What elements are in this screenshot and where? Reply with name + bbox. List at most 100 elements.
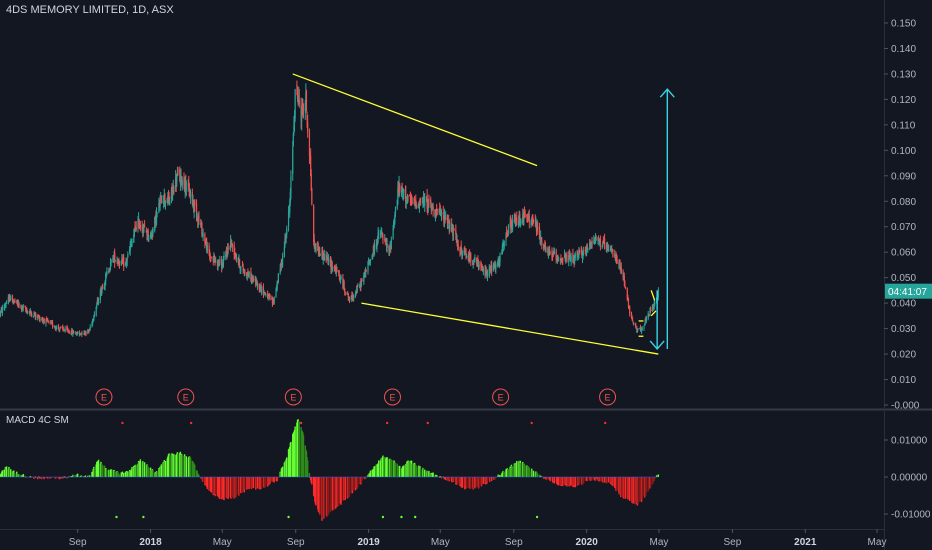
candle-body [476, 260, 478, 267]
macd-bar [373, 466, 376, 477]
candle-body [497, 261, 499, 266]
candle-body [653, 303, 655, 309]
candle-body [536, 224, 538, 229]
macd-bar [76, 473, 79, 477]
arrow-up-head-icon[interactable] [659, 88, 675, 98]
candle-body [338, 274, 340, 276]
candle-body [537, 227, 539, 229]
candle-body [453, 228, 455, 230]
candle-body [242, 268, 244, 271]
candle-body [415, 200, 417, 205]
candle-body [388, 246, 390, 251]
candle-body [446, 217, 449, 223]
candle-body [319, 254, 321, 256]
candle-body [209, 255, 211, 259]
candle-body [565, 257, 567, 260]
macd-bar [386, 457, 388, 477]
candle-body [379, 233, 382, 235]
candle-body [105, 274, 107, 282]
candle-body [185, 188, 187, 191]
candle-body [300, 104, 302, 123]
macd-bar [56, 477, 58, 479]
candle-body [373, 245, 376, 252]
candle-body [411, 201, 413, 203]
candle-body [53, 325, 55, 328]
macd-bar [624, 477, 627, 499]
candle-body [218, 259, 220, 264]
candle-body [618, 261, 621, 263]
macd-bar [49, 477, 51, 479]
macd-bar [252, 477, 255, 488]
candle-body [442, 212, 444, 215]
macd-bar [436, 475, 439, 477]
earnings-marker[interactable] [492, 388, 510, 406]
candle-body [152, 227, 154, 234]
candle-body [162, 200, 164, 204]
candle-body [422, 200, 424, 205]
earnings-marker[interactable] [284, 388, 302, 406]
macd-bar [198, 475, 200, 477]
candle-body [168, 195, 170, 203]
candle-body [293, 117, 296, 124]
candle-body [432, 206, 434, 210]
candle-body [294, 89, 296, 119]
earnings-marker[interactable] [95, 388, 113, 406]
candle-body [29, 312, 31, 314]
candle-body [5, 303, 8, 304]
macd-bar [654, 477, 656, 480]
candle-body [357, 285, 359, 287]
candle-body [430, 199, 432, 204]
candle-body [210, 259, 212, 261]
candle-body [424, 196, 426, 206]
candle-body [176, 175, 178, 182]
macd-bar [438, 477, 441, 478]
candle-body [121, 258, 123, 261]
candle-body [611, 251, 613, 253]
candle-body [120, 260, 122, 265]
macd-bar [281, 466, 284, 477]
price-tick-label: 0.150 [891, 19, 916, 30]
macd-bar [114, 471, 117, 477]
candle-body [368, 261, 370, 264]
candle-body [403, 189, 405, 193]
earnings-marker[interactable] [177, 388, 195, 406]
candle-body [105, 273, 107, 277]
candle-body [612, 252, 614, 258]
candle-body [138, 219, 140, 229]
earnings-marker[interactable] [599, 388, 617, 406]
macd-bar [298, 421, 301, 477]
trendline[interactable] [361, 302, 659, 355]
candle-body [440, 213, 443, 215]
arrow-down-head-icon[interactable] [649, 340, 665, 351]
macd-bar [603, 477, 606, 483]
pattern-line[interactable] [650, 290, 656, 301]
candle-body [578, 250, 581, 253]
candle-body [26, 309, 28, 313]
trendline[interactable] [292, 73, 538, 167]
macd-bar [528, 467, 531, 477]
macd-bar [33, 477, 36, 479]
candle-body [50, 322, 52, 324]
candle-body [544, 243, 546, 245]
signal-dot-top [426, 421, 429, 425]
earnings-marker[interactable] [383, 388, 401, 406]
macd-bar [407, 460, 409, 477]
candle-body [11, 297, 14, 303]
candle-body [51, 322, 54, 327]
candle-body [68, 332, 70, 334]
candle-body [304, 103, 306, 111]
macd-bar [591, 477, 593, 480]
candle-body [233, 244, 235, 255]
candle-body [208, 245, 210, 253]
candle-body [426, 195, 428, 209]
price-tick-label: -0.000 [891, 401, 920, 412]
candle-body [418, 201, 420, 209]
chart-title: 4DS MEMORY LIMITED, 1D, ASX [6, 4, 174, 16]
pattern-line[interactable] [650, 310, 657, 317]
price-tick-label: 0.060 [891, 248, 916, 259]
candle-body [564, 256, 566, 258]
candle-body [275, 290, 277, 298]
macd-bar [549, 477, 551, 482]
candle-body [244, 271, 246, 274]
